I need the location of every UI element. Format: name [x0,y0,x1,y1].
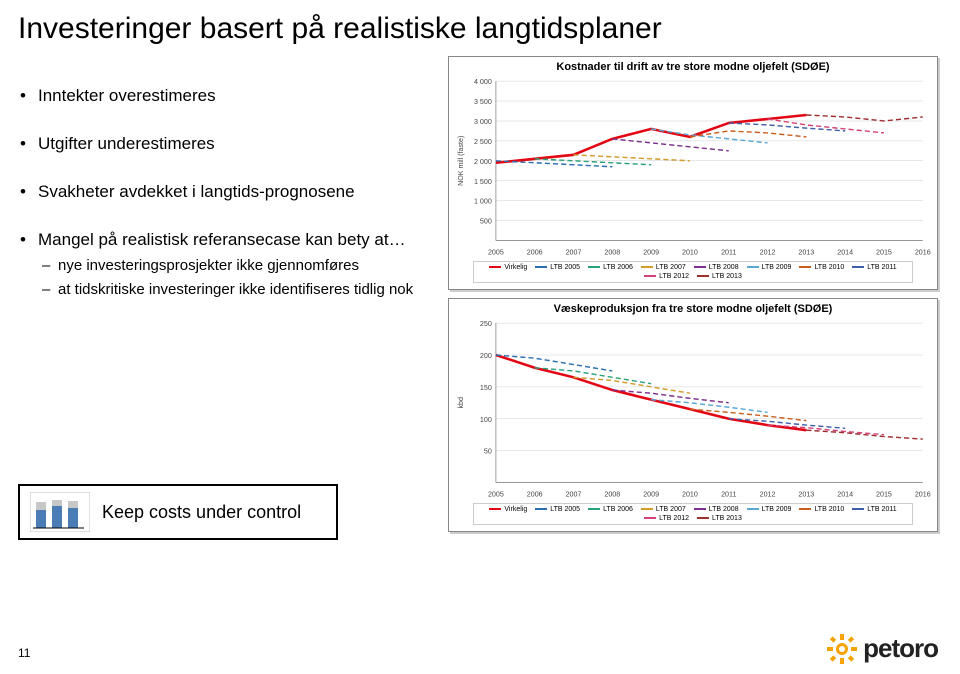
production-chart-title: Væskeproduksjon fra tre store modne olje… [453,303,933,315]
production-chart-box: Væskeproduksjon fra tre store modne olje… [448,298,938,532]
svg-text:2012: 2012 [760,491,776,499]
svg-text:2016: 2016 [915,249,931,257]
cost-chart-legend: Virkelig LTB 2005 LTB 2006 LTB 2007 LTB 2008… [473,261,913,283]
sub-bullet-item: nye investeringsprosjekter ikke gjennomf… [38,256,438,276]
bullet-item: Mangel på realistisk referansecase kan b… [18,230,438,299]
svg-text:2015: 2015 [876,491,892,499]
svg-text:2013: 2013 [798,491,814,499]
sub-bullet-list: nye investeringsprosjekter ikke gjennomf… [38,256,438,299]
legend-item: LTB 2012 [644,273,689,280]
svg-text:3 000: 3 000 [474,118,492,126]
bullet-item: Utgifter underestimeres [18,134,438,154]
legend-item: LTB 2006 [588,506,633,513]
legend-item: LTB 2008 [694,506,739,513]
svg-text:2010: 2010 [682,491,698,499]
legend-item: LTB 2009 [747,506,792,513]
svg-text:2008: 2008 [604,491,620,499]
production-chart: 50 100 150 200 250 2005 2006 2007 2008 2009 2010 20… [453,317,933,501]
svg-text:2009: 2009 [643,249,659,257]
left-column: Inntekter overestimeres Utgifter underes… [18,56,438,540]
svg-text:150: 150 [480,384,492,392]
svg-text:500: 500 [480,218,492,226]
page-number: 11 [18,646,30,660]
bullet-list: Inntekter overestimeres Utgifter underes… [18,86,438,299]
legend-item: LTB 2005 [535,506,580,513]
legend-item: LTB 2011 [852,506,896,513]
svg-text:2005: 2005 [488,249,504,257]
legend-item: LTB 2008 [694,264,739,271]
svg-text:250: 250 [480,320,492,328]
svg-text:2010: 2010 [682,249,698,257]
content-row: Inntekter overestimeres Utgifter underes… [0,56,960,540]
sub-bullet-item: at tidskritiske investeringer ikke ident… [38,280,438,300]
svg-text:2011: 2011 [721,491,736,499]
legend-item: LTB 2005 [535,264,580,271]
bar-chart-icon [30,492,90,532]
svg-text:2014: 2014 [837,249,853,257]
legend-item: LTB 2013 [697,273,742,280]
cost-chart: 500 1 000 1 500 2 000 2 500 3 000 3 500 4 000 20… [453,75,933,259]
svg-text:2008: 2008 [604,249,620,257]
bullet-text: Mangel på realistisk referansecase kan b… [38,230,406,249]
petoro-logo: petoro [827,633,938,664]
legend-item: LTB 2007 [641,506,686,513]
legend-item: LTB 2006 [588,264,633,271]
svg-text:100: 100 [480,416,492,424]
keep-costs-text: Keep costs under control [102,502,301,523]
svg-text:2011: 2011 [721,249,736,257]
cost-chart-box: Kostnader til drift av tre store modne o… [448,56,938,290]
svg-text:1 500: 1 500 [474,178,492,186]
svg-text:2012: 2012 [760,249,776,257]
svg-text:2006: 2006 [527,249,543,257]
svg-text:2013: 2013 [798,249,814,257]
svg-text:200: 200 [480,352,492,360]
svg-text:2007: 2007 [566,249,582,257]
legend-item: LTB 2010 [799,506,844,513]
slide-title: Investeringer basert på realistiske lang… [0,0,960,56]
svg-text:2006: 2006 [527,491,543,499]
svg-text:2007: 2007 [566,491,582,499]
svg-text:2005: 2005 [488,491,504,499]
bullet-item: Svakheter avdekket i langtids-prognosene [18,182,438,202]
svg-text:2016: 2016 [915,491,931,499]
svg-text:2 500: 2 500 [474,138,492,146]
legend-item: Virkelig [489,506,527,513]
svg-text:2014: 2014 [837,491,853,499]
svg-text:3 500: 3 500 [474,98,492,106]
legend-item: Virkelig [489,264,527,271]
svg-text:1 000: 1 000 [474,198,492,206]
svg-text:2 000: 2 000 [474,158,492,166]
logo-text: petoro [863,633,938,664]
legend-item: LTB 2009 [747,264,792,271]
legend-item: LTB 2013 [697,515,742,522]
cost-chart-title: Kostnader til drift av tre store modne o… [453,61,933,73]
svg-text:2015: 2015 [876,249,892,257]
svg-text:kbd: kbd [457,397,465,409]
legend-item: LTB 2012 [644,515,689,522]
svg-text:NOK mill (faste): NOK mill (faste) [457,136,465,186]
legend-item: LTB 2007 [641,264,686,271]
keep-costs-box: Keep costs under control [18,484,338,540]
right-column: Kostnader til drift av tre store modne o… [448,56,938,540]
svg-text:4 000: 4 000 [474,78,492,86]
bullet-item: Inntekter overestimeres [18,86,438,106]
svg-text:50: 50 [484,447,492,455]
gear-icon [827,634,857,664]
legend-item: LTB 2011 [852,264,896,271]
svg-text:2009: 2009 [643,491,659,499]
production-chart-legend: Virkelig LTB 2005 LTB 2006 LTB 2007 LTB 2008… [473,503,913,525]
legend-item: LTB 2010 [799,264,844,271]
